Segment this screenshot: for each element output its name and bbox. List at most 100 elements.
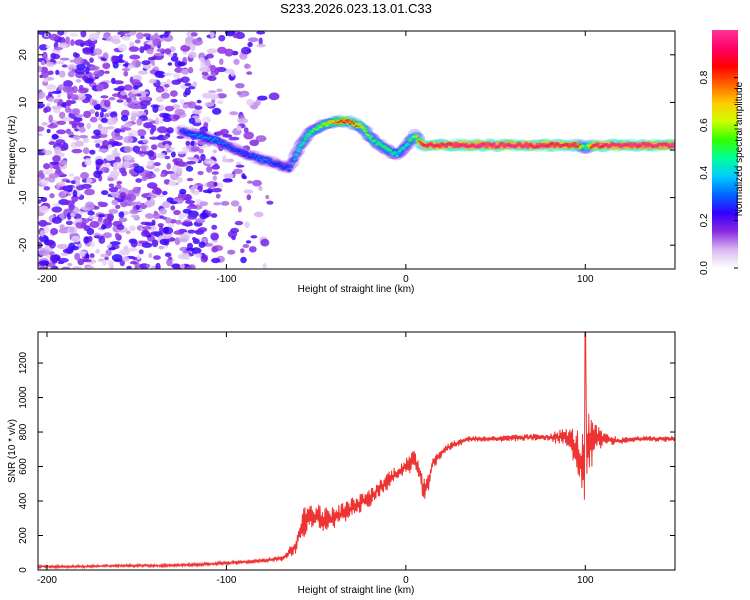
noise-blob [156,126,168,134]
noise-blob [145,213,155,219]
noise-blob [152,38,162,47]
ridge-mark [288,166,291,168]
noise-blob [91,135,101,140]
ridge-mark [553,142,556,145]
noise-blob [64,106,72,113]
ridge-mark [499,144,502,146]
noise-blob [84,157,92,166]
ridge-mark [184,129,187,131]
noise-blob [103,33,109,39]
ridge-mark [193,133,196,136]
noise-blob [155,117,160,126]
ridge-mark [449,145,452,147]
ridge-mark [255,158,258,160]
noise-blob [199,201,209,207]
ridge-mark [252,157,255,160]
noise-blob [153,52,165,57]
noise-blob [182,208,192,214]
ridge-mark [284,165,287,167]
ridge-mark [376,143,379,145]
ridge-mark [399,150,402,152]
noise-blob [100,100,105,108]
noise-blob [211,171,219,175]
noise-blob [75,79,82,83]
noise-blob [57,261,65,265]
noise-blob [172,72,181,79]
noise-blob [45,45,51,49]
ridge-mark [600,142,603,145]
noise-blob [123,154,133,161]
noise-blob [63,80,73,88]
ridge-mark [422,145,425,148]
noise-blob [192,109,202,115]
colorbar-tick-label: 0.4 [699,165,710,179]
ridge-mark [306,133,309,135]
noise-blob [147,57,155,61]
ridge-mark [593,145,596,147]
noise-blob [113,148,118,154]
noise-blob [67,226,78,234]
x-tick-label: -200 [37,274,57,285]
noise-blob [82,47,93,53]
ridge-mark [363,130,366,132]
ridge-mark [352,122,355,125]
noise-blob [38,249,50,256]
noise-blob [114,232,120,238]
noise-blob [90,241,95,248]
noise-blob [69,32,79,38]
noise-blob [68,120,74,125]
ridge-mark [310,130,315,134]
noise-blob [242,175,247,180]
ridge-mark [290,164,292,166]
ridge-mark [295,154,298,156]
noise-blob [38,177,42,181]
noise-blob [60,252,69,256]
noise-blob [101,190,109,196]
noise-blob [197,138,207,146]
noise-blob [139,91,149,95]
ridge-mark [297,150,300,153]
noise-blob [126,247,138,252]
noise-blob [130,214,140,218]
noise-blob [204,101,215,107]
noise-blob [131,59,142,68]
ridge-mark [634,142,637,145]
noise-blob [51,105,63,110]
noise-blob [44,177,53,181]
noise-blob [161,201,171,209]
ridge-mark [586,144,589,147]
noise-blob [74,140,84,147]
noise-blob [162,117,172,122]
noise-blob [100,95,109,99]
ridge-mark [212,138,215,140]
ridge-mark [552,144,554,147]
noise-blob [222,134,233,138]
spectrogram-x-label: Height of straight line (km) [298,284,415,295]
noise-blob [96,31,101,36]
noise-blob [159,208,168,215]
ridge-mark [639,143,642,146]
noise-blob [194,253,203,258]
noise-blob [227,249,236,255]
ridge-mark [281,166,283,169]
noise-blob [190,44,196,51]
ridge-mark [246,154,249,156]
noise-blob [204,59,211,67]
noise-blob [234,220,244,226]
ridge-mark [456,145,459,148]
noise-blob [104,113,110,118]
noise-blob [154,70,166,78]
noise-blob [129,209,139,215]
noise-blob [211,246,219,253]
ridge-mark [221,142,224,145]
noise-blob [99,111,104,118]
noise-blob [70,39,75,46]
noise-blob [82,75,89,81]
ridge-mark [424,145,427,147]
ridge-mark [641,143,644,145]
ridge-mark [525,143,528,146]
noise-blob [80,31,87,38]
noise-blob [153,32,159,39]
noise-blob [71,148,83,154]
figure-title: S233.2026.023.13.01.C33 [280,1,432,16]
